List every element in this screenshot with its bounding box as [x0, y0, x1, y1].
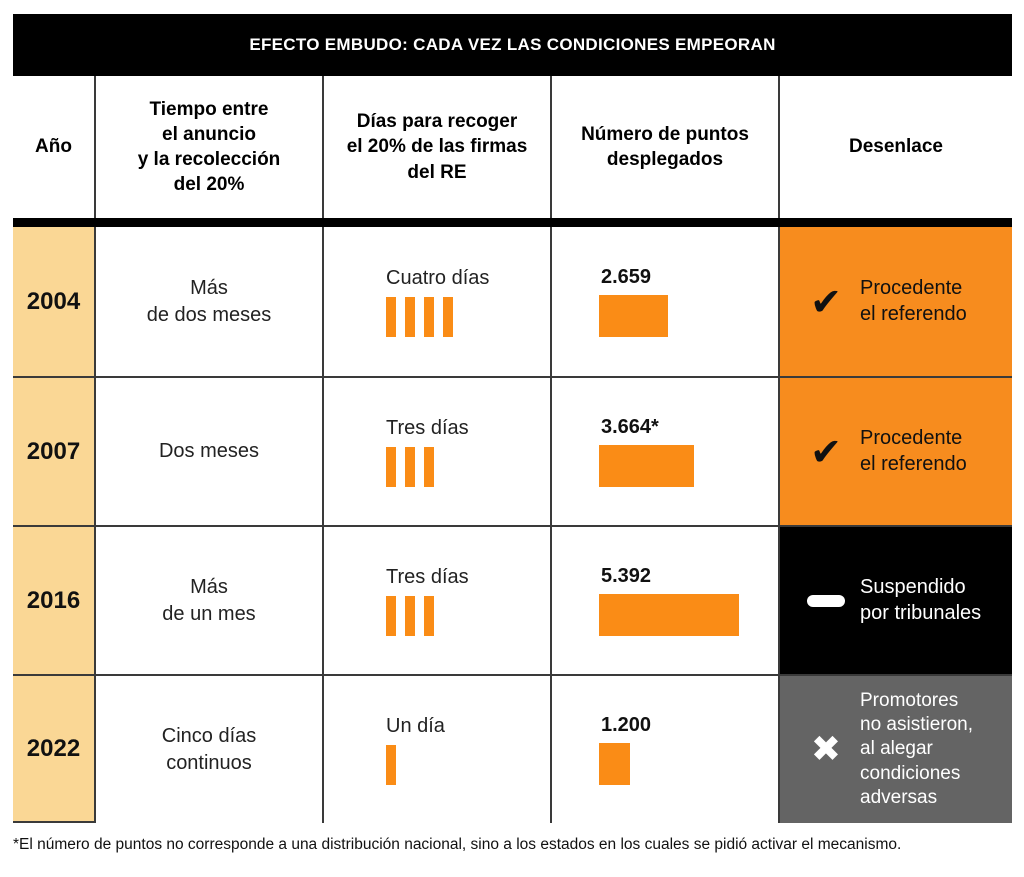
- day-tick-bar: [386, 446, 396, 487]
- desenlace-cell: ✔ Procedente el referendo: [780, 376, 1012, 525]
- desenlace-cell: ✔ Procedente el referendo: [780, 227, 1012, 376]
- desenlace-cell: Suspendido por tribunales: [780, 525, 1012, 674]
- year-cell: 2004: [13, 227, 96, 376]
- cross-icon: ✖: [810, 728, 842, 770]
- puntos-value-label: 2.659: [601, 266, 652, 288]
- header-tiempo: Tiempo entre el anuncio y la recolección…: [96, 76, 324, 218]
- puntos-value-label: 5.392: [601, 565, 652, 587]
- tiempo-cell: Cinco días continuos: [96, 674, 324, 823]
- desenlace-text: Procedente el referendo: [860, 426, 967, 475]
- tiempo-cell: Dos meses: [96, 376, 324, 525]
- day-ticks: [386, 296, 453, 337]
- infographic: EFECTO EMBUDO: CADA VEZ LAS CONDICIONES …: [13, 14, 1012, 853]
- table-row-2022: 2022 Cinco días continuos Un día 1.200 ✖…: [13, 674, 1012, 823]
- day-ticks: [386, 446, 434, 487]
- puntos-bar: [599, 743, 630, 785]
- day-tick-bar: [405, 446, 415, 487]
- header-row: Año Tiempo entre el anuncio y la recolec…: [13, 76, 1012, 227]
- day-tick-bar: [424, 595, 434, 636]
- table-row-2004: 2004 Más de dos meses Cuatro días 2.659 …: [13, 227, 1012, 376]
- desenlace-text: Promotores no asistieron, al alegar cond…: [860, 690, 974, 808]
- dias-cell: Tres días: [324, 376, 552, 525]
- dias-cell: Tres días: [324, 525, 552, 674]
- desenlace-text: Suspendido por tribunales: [860, 575, 982, 624]
- puntos-cell: 2.659: [552, 227, 780, 376]
- page-title: EFECTO EMBUDO: CADA VEZ LAS CONDICIONES …: [249, 35, 776, 54]
- day-tick-bar: [405, 595, 415, 636]
- table-row-2007: 2007 Dos meses Tres días 3.664* ✔ Proced…: [13, 376, 1012, 525]
- puntos-value-label: 3.664*: [601, 416, 659, 438]
- day-ticks: [386, 595, 434, 636]
- day-tick-bar: [386, 744, 396, 785]
- minus-icon: [807, 594, 845, 607]
- day-tick-bar: [424, 296, 434, 337]
- tiempo-cell: Más de dos meses: [96, 227, 324, 376]
- puntos-bar: [599, 594, 739, 636]
- dias-label: Tres días: [386, 416, 469, 439]
- day-tick-bar: [405, 296, 415, 337]
- day-tick-bar: [386, 595, 396, 636]
- dias-label: Un día: [386, 714, 445, 737]
- day-ticks: [386, 744, 396, 785]
- dias-label: Cuatro días: [386, 266, 490, 289]
- tiempo-cell: Más de un mes: [96, 525, 324, 674]
- check-icon: ✔: [810, 429, 842, 474]
- header-dias: Días para recoger el 20% de las firmas d…: [324, 76, 552, 218]
- puntos-cell: 5.392: [552, 525, 780, 674]
- header-puntos: Número de puntos desplegados: [552, 76, 780, 218]
- dias-cell: Cuatro días: [324, 227, 552, 376]
- day-tick-bar: [386, 296, 396, 337]
- puntos-bar: [599, 445, 694, 487]
- day-tick-bar: [424, 446, 434, 487]
- title-bar: EFECTO EMBUDO: CADA VEZ LAS CONDICIONES …: [13, 14, 1012, 76]
- dias-cell: Un día: [324, 674, 552, 823]
- desenlace-cell: ✖ Promotores no asistieron, al alegar co…: [780, 674, 1012, 823]
- year-cell: 2022: [13, 674, 96, 823]
- year-cell: 2016: [13, 525, 96, 674]
- header-desenlace: Desenlace: [848, 136, 943, 158]
- puntos-bar: [599, 295, 668, 337]
- puntos-value-label: 1.200: [601, 714, 652, 736]
- footnote: *El número de puntos no corresponde a un…: [13, 836, 902, 853]
- day-tick-bar: [443, 296, 453, 337]
- puntos-cell: 3.664*: [552, 376, 780, 525]
- check-icon: ✔: [810, 279, 842, 324]
- puntos-cell: 1.200: [552, 674, 780, 823]
- header-year: Año: [13, 76, 96, 218]
- desenlace-text: Procedente el referendo: [860, 276, 967, 325]
- table-row-2016: 2016 Más de un mes Tres días 5.392 Suspe…: [13, 525, 1012, 674]
- dias-label: Tres días: [386, 565, 469, 588]
- year-cell: 2007: [13, 376, 96, 525]
- funnel-table: Año Tiempo entre el anuncio y la recolec…: [13, 76, 1012, 823]
